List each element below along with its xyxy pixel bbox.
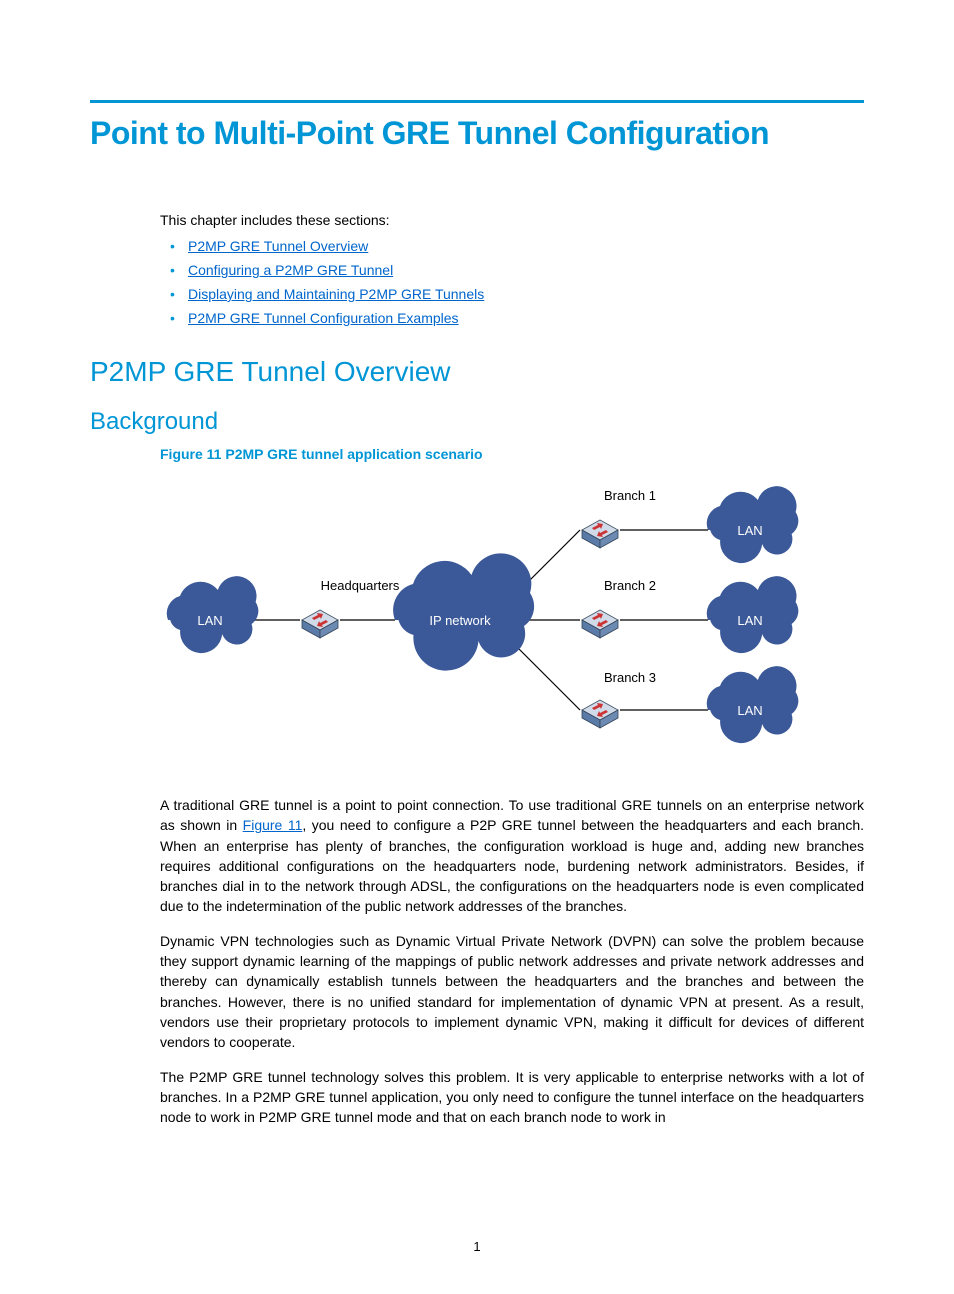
- paragraph-1: A traditional GRE tunnel is a point to p…: [160, 795, 864, 917]
- svg-text:LAN: LAN: [737, 703, 762, 718]
- page-number: 1: [0, 1239, 954, 1254]
- svg-text:LAN: LAN: [197, 613, 222, 628]
- toc-item: P2MP GRE Tunnel Overview: [188, 238, 864, 254]
- svg-text:Headquarters: Headquarters: [321, 578, 400, 593]
- toc-link-displaying[interactable]: Displaying and Maintaining P2MP GRE Tunn…: [188, 286, 484, 302]
- toc-link-configuring[interactable]: Configuring a P2MP GRE Tunnel: [188, 262, 393, 278]
- section-subheading: Background: [90, 408, 864, 436]
- svg-text:Branch 3: Branch 3: [604, 670, 656, 685]
- figure-caption: Figure 11 P2MP GRE tunnel application sc…: [160, 446, 864, 462]
- svg-text:IP network: IP network: [429, 613, 491, 628]
- page-title: Point to Multi-Point GRE Tunnel Configur…: [90, 115, 864, 152]
- title-rule: [90, 100, 864, 103]
- toc-link-overview[interactable]: P2MP GRE Tunnel Overview: [188, 238, 368, 254]
- diagram-svg: LAN IP network LAN LAN LAN Headquarters Branch…: [160, 470, 820, 750]
- paragraph-3: The P2MP GRE tunnel technology solves th…: [160, 1067, 864, 1128]
- toc-item: P2MP GRE Tunnel Configuration Examples: [188, 310, 864, 326]
- figure-ref-link[interactable]: Figure 11: [243, 817, 303, 833]
- svg-text:Branch 1: Branch 1: [604, 488, 656, 503]
- network-diagram: LAN IP network LAN LAN LAN Headquarters Branch…: [160, 470, 864, 755]
- section-heading: P2MP GRE Tunnel Overview: [90, 356, 864, 388]
- toc-list: P2MP GRE Tunnel Overview Configuring a P…: [188, 238, 864, 326]
- toc-link-examples[interactable]: P2MP GRE Tunnel Configuration Examples: [188, 310, 459, 326]
- paragraph-2: Dynamic VPN technologies such as Dynamic…: [160, 931, 864, 1053]
- svg-text:LAN: LAN: [737, 613, 762, 628]
- intro-text: This chapter includes these sections:: [160, 212, 864, 228]
- svg-text:Branch 2: Branch 2: [604, 578, 656, 593]
- toc-item: Displaying and Maintaining P2MP GRE Tunn…: [188, 286, 864, 302]
- toc-item: Configuring a P2MP GRE Tunnel: [188, 262, 864, 278]
- svg-text:LAN: LAN: [737, 523, 762, 538]
- intro-block: This chapter includes these sections: P2…: [160, 212, 864, 326]
